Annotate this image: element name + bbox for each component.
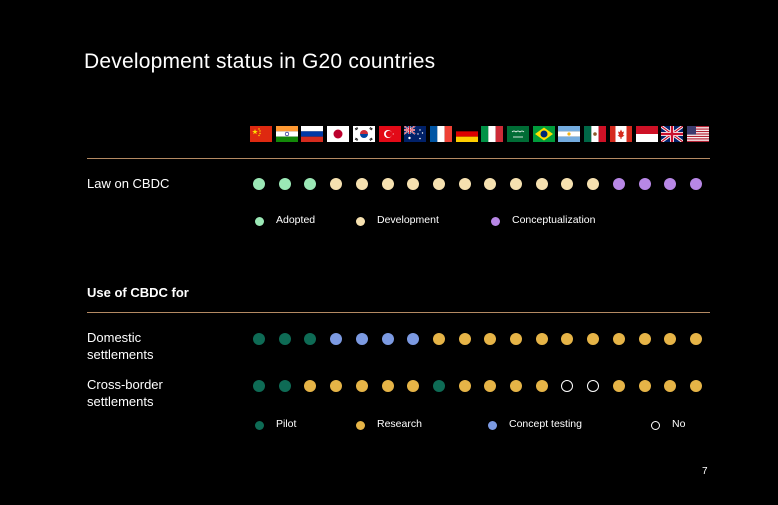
- divider-top: [87, 158, 710, 159]
- law-conceptualization-legend-dot: [490, 216, 500, 226]
- cross-border-indonesia-dot: [638, 380, 651, 392]
- law-italy-dot: [484, 178, 497, 190]
- law-france-dot: [432, 178, 445, 190]
- law-united-kingdom-dot: [664, 178, 677, 190]
- use-concept-legend-dot: [487, 420, 497, 430]
- flag-india-icon: [275, 126, 298, 142]
- domestic-south-korea-dot: [355, 333, 368, 345]
- cross-border-india-dot: [278, 380, 291, 392]
- domestic-japan-dot: [330, 333, 343, 345]
- flag-indonesia-icon: [635, 126, 658, 142]
- cross-border-russia-dot: [304, 380, 317, 392]
- domestic-france-dot: [432, 333, 445, 345]
- flag-italy-icon: [481, 126, 504, 142]
- law-adopted-legend-label: Adopted: [276, 214, 316, 226]
- use-pilot-legend-label: Pilot: [276, 418, 297, 430]
- flag-argentina-icon: [558, 126, 581, 142]
- flag-united-states-icon: [686, 126, 709, 142]
- law-china-dot: [253, 178, 265, 190]
- domestic-italy-dot: [484, 333, 497, 345]
- flag-china-icon: [250, 126, 272, 142]
- domestic-indonesia-dot: [638, 333, 651, 345]
- flag-france-icon: [429, 126, 452, 142]
- domestic-india-dot: [278, 333, 291, 345]
- flag-germany-icon: [455, 126, 478, 142]
- flag-mexico-icon: [584, 126, 607, 142]
- law-brazil-dot: [535, 178, 548, 190]
- domestic-united-kingdom-dot: [664, 333, 677, 345]
- domestic-germany-dot: [458, 333, 471, 345]
- flag-south-korea-icon: [352, 126, 375, 142]
- cross-border-south-korea-dot: [355, 380, 368, 392]
- domestic-mexico-dot: [587, 333, 600, 345]
- cross-border-brazil-dot: [535, 380, 548, 392]
- domestic-canada-dot: [612, 333, 625, 345]
- cross-border-china-dot: [253, 380, 265, 392]
- law-india-dot: [278, 178, 291, 190]
- law-saudi-arabia-dot: [510, 178, 522, 190]
- use-of-cbdc-heading: Use of CBDC for: [87, 285, 189, 300]
- page-number: 7: [702, 466, 708, 477]
- domestic-turkey-dot: [381, 333, 394, 345]
- flag-australia-icon: [404, 126, 427, 142]
- domestic-australia-dot: [407, 333, 420, 345]
- flag-russia-icon: [301, 126, 324, 142]
- law-russia-dot: [304, 178, 317, 190]
- flag-japan-icon: [327, 126, 350, 142]
- cross-border-united-states-dot: [689, 380, 702, 392]
- domestic-brazil-dot: [535, 333, 548, 345]
- cross-border-argentina-dot: [561, 380, 574, 392]
- law-united-states-dot: [689, 178, 702, 190]
- law-indonesia-dot: [638, 178, 651, 190]
- domestic-china-dot: [253, 333, 265, 345]
- cross-border-germany-dot: [458, 380, 471, 392]
- domestic-settlements-label: Domestic settlements: [87, 330, 154, 362]
- law-adopted-legend-dot: [254, 216, 264, 226]
- cross-border-turkey-dot: [381, 380, 394, 392]
- use-pilot-legend-dot: [254, 420, 264, 430]
- law-australia-dot: [407, 178, 420, 190]
- law-japan-dot: [330, 178, 343, 190]
- cross-border-settlements-label: Cross-border settlements: [87, 377, 163, 409]
- cross-border-italy-dot: [484, 380, 497, 392]
- cross-border-saudi-arabia-dot: [510, 380, 522, 392]
- flag-saudi-arabia-icon: [507, 126, 529, 142]
- domestic-united-states-dot: [689, 333, 702, 345]
- law-development-legend-label: Development: [377, 214, 439, 226]
- cross-border-australia-dot: [407, 380, 420, 392]
- flag-united-kingdom-icon: [661, 126, 684, 142]
- law-turkey-dot: [381, 178, 394, 190]
- page-title: Development status in G20 countries: [84, 50, 436, 73]
- domestic-saudi-arabia-dot: [510, 333, 522, 345]
- law-south-korea-dot: [355, 178, 368, 190]
- law-conceptualization-legend-label: Conceptualization: [512, 214, 596, 226]
- law-canada-dot: [612, 178, 625, 190]
- use-research-legend-dot: [355, 420, 365, 430]
- cross-border-united-kingdom-dot: [664, 380, 677, 392]
- law-on-cbdc-label: Law on CBDC: [87, 176, 170, 191]
- use-research-legend-label: Research: [377, 418, 422, 430]
- cross-border-japan-dot: [330, 380, 343, 392]
- cross-border-mexico-dot: [587, 380, 600, 392]
- cross-border-canada-dot: [612, 380, 625, 392]
- flag-canada-icon: [609, 126, 632, 142]
- cross-border-france-dot: [432, 380, 445, 392]
- law-development-legend-dot: [355, 216, 365, 226]
- use-concept-legend-label: Concept testing: [509, 418, 582, 430]
- use-no-legend-dot: [650, 420, 660, 430]
- law-mexico-dot: [587, 178, 600, 190]
- law-germany-dot: [458, 178, 471, 190]
- flag-turkey-icon: [378, 126, 401, 142]
- law-argentina-dot: [561, 178, 574, 190]
- domestic-argentina-dot: [561, 333, 574, 345]
- use-no-legend-label: No: [672, 418, 686, 430]
- divider-use: [87, 312, 710, 313]
- flag-brazil-icon: [532, 126, 555, 142]
- domestic-russia-dot: [304, 333, 317, 345]
